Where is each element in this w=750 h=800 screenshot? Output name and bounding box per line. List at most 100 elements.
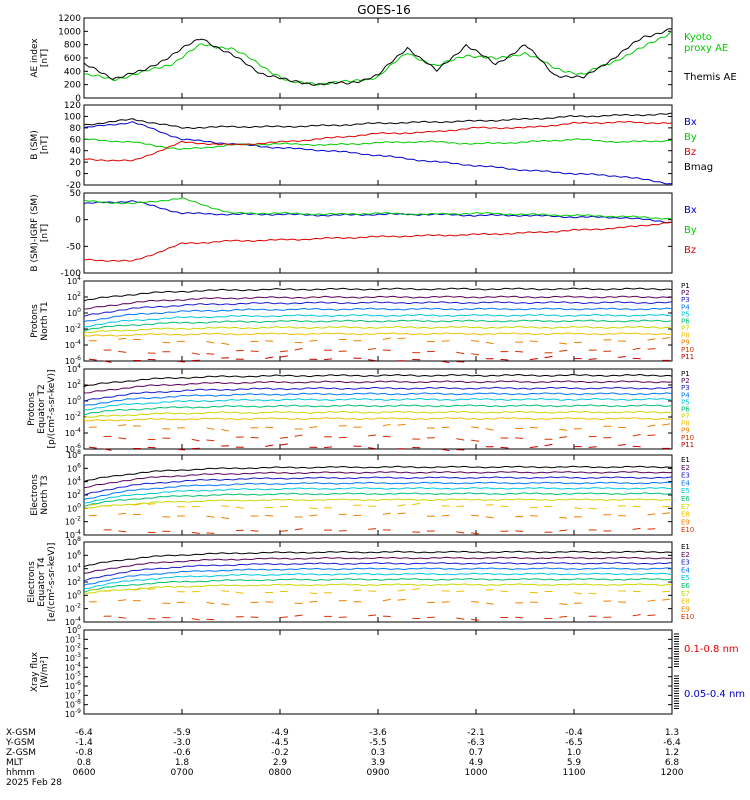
e1-channel-line bbox=[368, 528, 377, 530]
p2-channel-line bbox=[294, 434, 303, 437]
axis-row-value: 4.9 bbox=[469, 758, 484, 768]
ae-ytick-label: 600 bbox=[64, 54, 81, 64]
e2-channel-label: E8 bbox=[681, 598, 690, 606]
e2-channel-line bbox=[559, 615, 568, 618]
e2-channel-line bbox=[118, 616, 127, 619]
p2-channel-line bbox=[441, 448, 450, 452]
e2-channel-line bbox=[471, 601, 479, 603]
e2-ytick-label: 102 bbox=[67, 576, 81, 587]
e2-channel-line bbox=[485, 602, 494, 605]
p1-channel-line bbox=[118, 337, 127, 340]
p1-channel-line bbox=[83, 313, 673, 328]
chart-title: GOES-16 bbox=[357, 3, 411, 17]
p1-channel-line bbox=[632, 347, 641, 351]
e1-channel-line bbox=[382, 512, 391, 515]
p2-channel-line bbox=[206, 439, 215, 442]
p2-channel-line bbox=[324, 446, 332, 449]
e1-channel-line bbox=[206, 532, 215, 534]
xray-legend-label: 0.1-0.8 nm bbox=[684, 644, 739, 655]
e2-channel-line bbox=[279, 616, 288, 619]
e2-channel-line bbox=[382, 598, 391, 602]
p2-channel-line bbox=[279, 443, 288, 446]
axis-row-value: 5.9 bbox=[567, 758, 582, 768]
e1-channel-label: E8 bbox=[681, 511, 690, 519]
e2-channel-line bbox=[632, 590, 641, 593]
bdiff-ytick-label: -50 bbox=[66, 242, 81, 252]
bsm-ytick-label: 20 bbox=[70, 158, 82, 168]
axis-row-value: 1100 bbox=[563, 768, 586, 778]
p1-channel-label: P2 bbox=[681, 289, 690, 297]
e1-channel-line bbox=[83, 498, 673, 510]
e1-channel-line bbox=[632, 505, 641, 508]
e2-channel-line bbox=[83, 562, 673, 582]
ae-ytick-label: 400 bbox=[64, 67, 81, 77]
p1-channel-line bbox=[559, 349, 568, 352]
e1-channel-line bbox=[573, 507, 582, 510]
p2-channel-line bbox=[632, 433, 641, 437]
p2-channel-line bbox=[83, 392, 673, 407]
p2-ytick-label: 104 bbox=[67, 363, 81, 374]
axis-row-value: 1200 bbox=[661, 768, 684, 778]
e1-channel-line bbox=[559, 516, 568, 519]
bdiff-ytick-label: 0 bbox=[75, 216, 81, 226]
axis-row-value: 2.9 bbox=[273, 758, 288, 768]
e1-channel-line bbox=[206, 515, 215, 518]
p1-channel-line bbox=[191, 352, 200, 355]
p1-ytick-label: 102 bbox=[67, 291, 81, 302]
ae-ytick-label: 200 bbox=[64, 81, 81, 91]
e2-panel-frame bbox=[83, 541, 673, 623]
e2-ylabel-line: Electrons bbox=[27, 561, 37, 603]
p2-channel-label: P2 bbox=[681, 377, 690, 385]
p1-channel-line bbox=[397, 337, 406, 340]
axis-row-value: -5.5 bbox=[369, 738, 387, 748]
p1-channel-line bbox=[83, 332, 673, 337]
p1-channel-line bbox=[279, 350, 288, 353]
axis-row-value: -5.9 bbox=[173, 728, 191, 738]
p2-ylabel-line: Protons bbox=[27, 392, 37, 426]
axis-row-value: -0.6 bbox=[173, 748, 191, 758]
ae-ylabel-line: AE index bbox=[30, 38, 40, 78]
e1-channel-line bbox=[191, 531, 200, 535]
p2-channel-line bbox=[279, 436, 288, 439]
e1-channel-label: E6 bbox=[681, 495, 690, 503]
ae-panel-frame bbox=[83, 17, 673, 99]
e1-ylabel-line: Electrons bbox=[30, 474, 40, 516]
e2-channel-line bbox=[559, 603, 568, 605]
e1-channel-line bbox=[83, 471, 673, 489]
ae-legend-label: Themis AE bbox=[683, 72, 737, 83]
e1-ytick-label: 10-4 bbox=[65, 529, 81, 540]
bsm-panel-frame bbox=[83, 104, 673, 186]
e1-channel-line bbox=[515, 530, 524, 533]
p2-ytick-label: 102 bbox=[67, 379, 81, 390]
e2-channel-label: E10 bbox=[681, 613, 694, 621]
e2-channel-line bbox=[294, 614, 303, 617]
p1-channel-line bbox=[83, 301, 673, 317]
ae-ytick-label: 0 bbox=[75, 94, 81, 104]
axis-row-value: -3.0 bbox=[173, 738, 191, 748]
xray-ylabel-line: [W/m²] bbox=[40, 656, 50, 687]
p2-ylabel-line: Equator T2 bbox=[37, 384, 47, 433]
e2-ytick-label: 106 bbox=[67, 549, 81, 560]
p2-channel-line bbox=[309, 426, 318, 429]
p2-channel-label: P7 bbox=[681, 413, 690, 421]
e1-ytick-label: 104 bbox=[67, 476, 81, 487]
p1-channel-line bbox=[485, 341, 494, 345]
p2-ylabel-line: [p/(cm²-s-sr-keV)] bbox=[47, 370, 57, 449]
p1-channel-line bbox=[83, 325, 673, 334]
p1-channel-line bbox=[471, 339, 479, 342]
p1-ylabel-line: North T1 bbox=[40, 301, 50, 340]
e2-ytick-label: 10-4 bbox=[65, 616, 81, 627]
e1-channel-line bbox=[147, 503, 156, 505]
e1-channel-line bbox=[412, 502, 421, 506]
bsm-series-line bbox=[83, 112, 673, 130]
e1-channel-line bbox=[647, 513, 656, 516]
bsm-ylabel-line: B (SM) bbox=[30, 130, 40, 160]
p2-channel-line bbox=[500, 446, 509, 449]
e1-channel-line bbox=[559, 529, 568, 532]
e2-channel-line bbox=[221, 590, 230, 592]
p1-channel-line bbox=[88, 358, 97, 361]
bdiff-ytick-label: 50 bbox=[70, 189, 82, 199]
xray-ytick-label: 10-4 bbox=[65, 661, 81, 672]
e2-channel-line bbox=[412, 587, 421, 591]
